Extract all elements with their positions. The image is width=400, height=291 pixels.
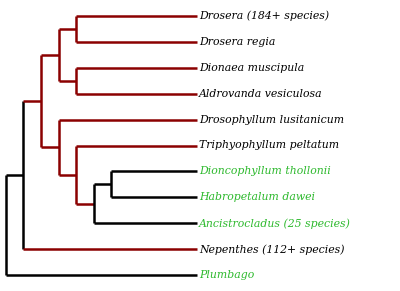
Text: Drosera (184+ species): Drosera (184+ species): [199, 10, 329, 21]
Text: Nepenthes (112+ species): Nepenthes (112+ species): [199, 244, 344, 255]
Text: Habropetalum dawei: Habropetalum dawei: [199, 192, 315, 203]
Text: Plumbago: Plumbago: [199, 270, 254, 281]
Text: Dioncophyllum thollonii: Dioncophyllum thollonii: [199, 166, 331, 176]
Text: Dionaea muscipula: Dionaea muscipula: [199, 63, 304, 72]
Text: Aldrovanda vesiculosa: Aldrovanda vesiculosa: [199, 88, 323, 99]
Text: Drosophyllum lusitanicum: Drosophyllum lusitanicum: [199, 115, 344, 125]
Text: Triphyophyllum peltatum: Triphyophyllum peltatum: [199, 141, 339, 150]
Text: Ancistrocladus (25 species): Ancistrocladus (25 species): [199, 218, 351, 229]
Text: Drosera regia: Drosera regia: [199, 37, 275, 47]
